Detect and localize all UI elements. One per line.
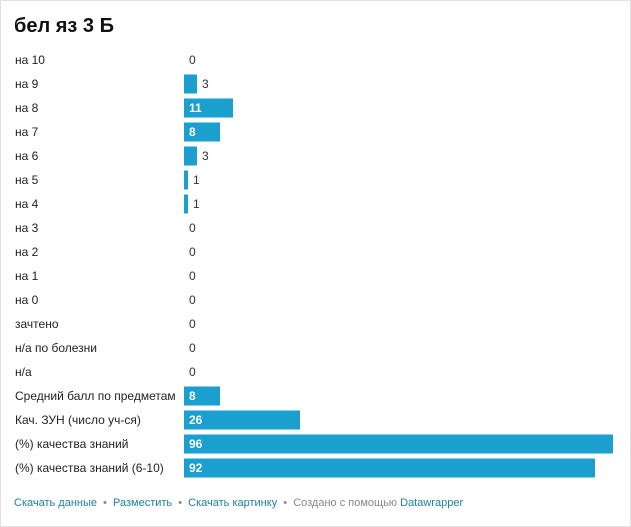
category-label: на 10 (15, 53, 45, 67)
download-image-link[interactable]: Скачать картинку (188, 497, 278, 509)
category-label: зачтено (15, 317, 59, 331)
value-label: 0 (189, 365, 196, 379)
value-label: 8 (189, 389, 196, 403)
bar-row: на 5 1 (15, 170, 200, 190)
category-label: (%) качества знаний (15, 437, 128, 451)
credit-text: Создано с помощью (293, 497, 398, 509)
category-label: н/а по болезни (15, 341, 97, 355)
value-label: 0 (189, 53, 196, 67)
category-label: на 7 (15, 125, 39, 139)
value-label: 26 (189, 413, 203, 427)
value-label: 0 (189, 221, 196, 235)
bar-row: на 8 11 (15, 98, 233, 118)
bar-row: зачтено 0 (15, 317, 196, 331)
category-label: Средний балл по предметам (15, 389, 176, 403)
bar (184, 98, 233, 118)
bar-row: Кач. ЗУН (число уч-ся) 26 (15, 410, 300, 430)
bar-row: н/а 0 (15, 365, 196, 379)
category-label: на 4 (15, 197, 39, 211)
chart-footer: Скачать данные • Разместить • Скачать ка… (14, 497, 463, 509)
category-label: на 9 (15, 77, 39, 91)
category-label: на 8 (15, 101, 39, 115)
value-label: 0 (189, 245, 196, 259)
value-label: 0 (189, 293, 196, 307)
value-label: 0 (189, 269, 196, 283)
bar (184, 170, 188, 190)
category-label: на 2 (15, 245, 39, 259)
bar-row: на 4 1 (15, 194, 200, 214)
bar (184, 146, 197, 166)
bar-row: на 0 0 (15, 293, 196, 307)
bar-row: (%) качества знаний (6-10) 92 (15, 458, 595, 478)
bar (184, 410, 300, 430)
bar (184, 122, 220, 142)
bar-row: на 3 0 (15, 221, 196, 235)
category-label: Кач. ЗУН (число уч-ся) (15, 413, 141, 427)
download-data-link[interactable]: Скачать данные (14, 497, 98, 509)
value-label: 1 (193, 173, 200, 187)
category-label: (%) качества знаний (6-10) (15, 461, 164, 475)
footer-separator: • (178, 497, 183, 509)
bar (184, 434, 613, 454)
category-label: на 5 (15, 173, 39, 187)
bar-row: на 6 3 (15, 146, 209, 166)
bar-row: на 1 0 (15, 269, 196, 283)
embed-link[interactable]: Разместить (113, 497, 173, 509)
bar-row: на 2 0 (15, 245, 196, 259)
datawrapper-link[interactable]: Datawrapper (400, 497, 464, 509)
bar-row: на 7 8 (15, 122, 220, 142)
footer-separator: • (283, 497, 288, 509)
bar (184, 386, 220, 406)
value-label: 96 (189, 437, 203, 451)
category-label: на 3 (15, 221, 39, 235)
bar-row: на 10 0 (15, 53, 196, 67)
bar-row: на 9 3 (15, 74, 209, 94)
value-label: 1 (193, 197, 200, 211)
value-label: 3 (202, 77, 209, 91)
chart-title: бел яз 3 Б (14, 15, 114, 37)
bar (184, 194, 188, 214)
category-label: на 0 (15, 293, 39, 307)
footer-separator: • (103, 497, 107, 509)
bar-row: Средний балл по предметам 8 (15, 386, 220, 406)
value-label: 3 (202, 149, 209, 163)
bar (184, 458, 595, 478)
value-label: 92 (189, 461, 203, 475)
value-label: 8 (189, 125, 196, 139)
category-label: на 6 (15, 149, 39, 163)
bar (184, 74, 197, 94)
bar-row: (%) качества знаний 96 (15, 434, 613, 454)
bar-row: н/а по болезни 0 (15, 341, 196, 355)
value-label: 11 (189, 101, 202, 115)
category-label: на 1 (15, 269, 39, 283)
category-label: н/а (15, 365, 32, 379)
value-label: 0 (189, 341, 196, 355)
value-label: 0 (189, 317, 196, 331)
